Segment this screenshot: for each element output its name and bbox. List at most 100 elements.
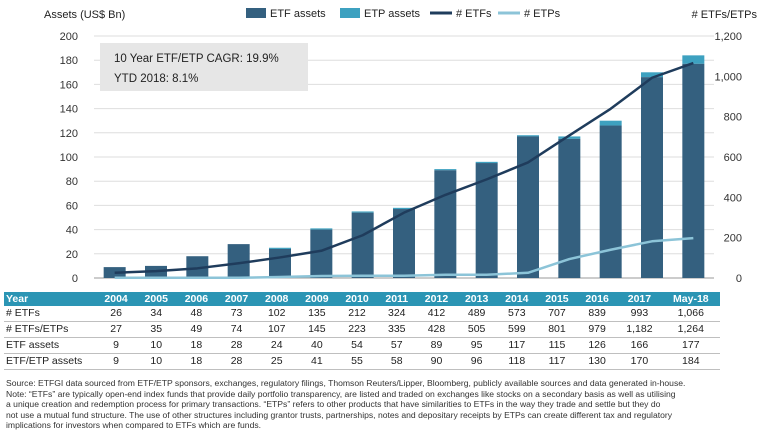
table-header-year: 2008 [256,292,297,306]
etp-assets-bar [434,169,457,171]
table-cell: 54 [336,337,378,354]
table-cell: 1,182 [617,321,662,338]
table-cell: 9 [96,353,137,370]
table-cell: 73 [216,306,257,322]
table-cell: 135 [296,306,337,322]
table-cell: 41 [296,353,337,370]
etf-assets-bar [682,63,705,278]
table-header-year: 2006 [176,292,217,306]
right-tick-label: 600 [724,152,742,164]
etp-assets-bar [393,207,415,210]
note-line: a unique creation and redemption process… [6,399,661,409]
note-line: Source: ETFGI data sourced from ETF/ETP … [6,378,686,388]
table-cell: 212 [336,306,378,322]
table-row: # ETFs/ETPs 27 35 49 74 107 145 223 335 428 505 599… [4,321,720,338]
table-cell: 90 [416,353,457,370]
etf-assets-bar [599,125,622,278]
left-tick-label: 60 [66,200,78,212]
table-header-label: Year [4,292,96,306]
etps-count-line [114,236,694,280]
chart-area: Assets (US$ Bn) # ETFs/ETPs ETF assets E… [44,8,758,285]
etp-assets-bar [351,211,374,213]
table-header-year: 2017 [617,292,662,306]
cagr-annotation: 10 Year ETF/ETP CAGR: 19.9% YTD 2018: 8.… [100,43,308,91]
etf-assets-bar [558,138,581,278]
table-cell: 573 [496,306,537,322]
table-header-year: 2016 [577,292,618,306]
table-cell: 801 [536,321,578,338]
etf-assets-bar [310,229,333,278]
table-cell: 177 [661,337,720,354]
table-cell: 130 [577,353,618,370]
table-cell: 95 [456,337,497,354]
table-cell: 57 [377,337,417,354]
table-cell: 10 [136,353,177,370]
table-header-year: 2004 [96,292,137,306]
etp-assets-bar [599,120,622,126]
table-cell: 599 [496,321,537,338]
table-cell: 115 [536,337,578,354]
table-row-label: ETF assets [4,337,96,354]
table-cell: 412 [416,306,457,322]
left-tick-label: 180 [60,55,78,67]
left-axis-ticks: 0 20 40 60 80 100 120 140 160 180 200 [60,31,78,285]
left-tick-label: 200 [60,31,78,43]
table-cell: 55 [336,353,378,370]
table-cell: 118 [496,353,537,370]
table-cell: 107 [256,321,297,338]
right-tick-label: 400 [724,192,742,204]
left-tick-label: 0 [72,273,78,285]
right-axis-ticks: 0 200 400 600 800 1,000 1,200 [714,31,742,285]
right-tick-label: 800 [724,112,742,124]
table-cell: 145 [296,321,337,338]
etf-assets-bar [641,77,663,278]
etfs-count-line [114,61,694,275]
table-header-row: Year 2004 2005 2006 2007 2008 2009 2010 2011 2012… [4,292,720,306]
table-cell: 74 [216,321,257,338]
table-header-year: 2010 [336,292,378,306]
left-tick-label: 140 [60,104,78,116]
source-notes: Source: ETFGI data sourced from ETF/ETP … [6,378,756,431]
series-lines [114,61,694,280]
etf-assets-bar [517,136,539,278]
right-tick-label: 0 [736,273,742,285]
table-row: ETF assets 9 10 18 28 24 40 54 57 89 95 117 115 126 16… [4,337,720,354]
legend-swatch-etf-assets [246,8,266,18]
table-cell: 184 [661,353,720,370]
table-row-label: # ETFs [4,306,96,322]
table-cell: 89 [416,337,457,354]
note-line: Note: “ETFs” are typically open-end inde… [6,388,676,399]
right-axis-title: # ETFs/ETPs [692,9,758,21]
left-tick-label: 20 [66,249,78,261]
table-cell: 28 [216,337,257,354]
etp-assets-bar [269,247,291,249]
table-header-year: 2009 [296,292,337,306]
table-cell: 993 [617,306,662,322]
etf-assets-bar [351,212,374,278]
table-cell: 24 [256,337,297,354]
table-cell: 18 [176,337,217,354]
table-cell: 18 [176,353,217,370]
legend-label-etp-assets: ETP assets [364,8,421,20]
table-cell: 28 [216,353,257,370]
table-header-year: 2007 [216,292,257,306]
table-header-year: 2014 [496,292,537,306]
table-cell: 102 [256,306,297,322]
table-header-year: 2005 [136,292,177,306]
etp-assets-bar [475,161,498,164]
table-row: # ETFs 26 34 48 73 102 135 212 324 412 489 573 707 83… [4,306,720,322]
table-cell: 96 [456,353,497,370]
table-cell: 26 [96,306,137,322]
table-cell: 428 [416,321,457,338]
left-tick-label: 100 [60,152,78,164]
table-cell: 49 [176,321,217,338]
etp-assets-bar [682,55,705,64]
table-header-year: 2015 [536,292,578,306]
right-tick-label: 1,000 [714,71,742,83]
table-cell: 35 [136,321,177,338]
table-cell: 1,264 [661,321,720,338]
table-row-label: # ETFs/ETPs [4,321,96,338]
table-cell: 10 [136,337,177,354]
etp-assets-bar [517,135,539,137]
bars [103,55,705,278]
